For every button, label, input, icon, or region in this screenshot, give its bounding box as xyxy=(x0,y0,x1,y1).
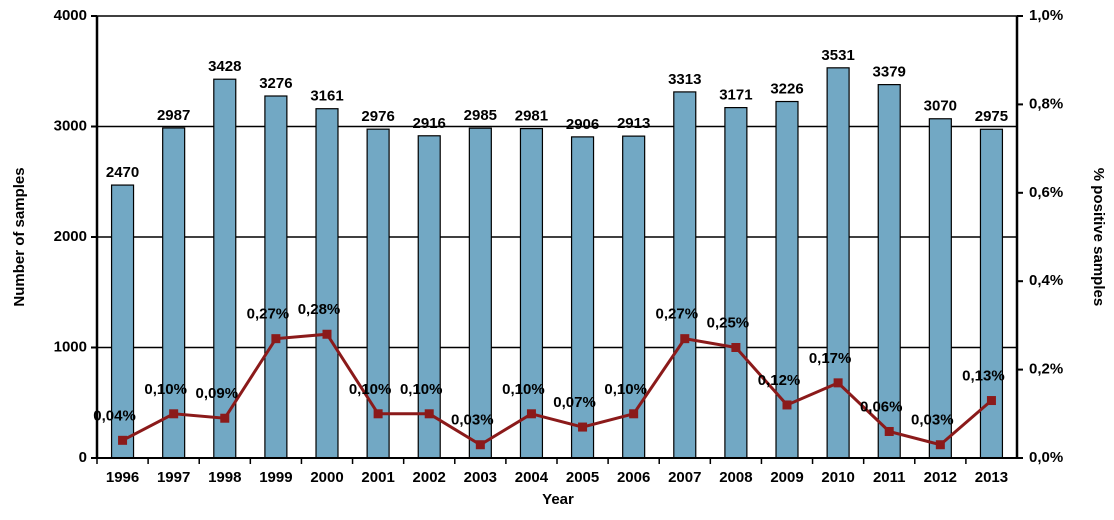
x-tick-label: 2008 xyxy=(719,469,752,486)
x-tick-label: 1998 xyxy=(208,469,241,486)
line-label: 0,17% xyxy=(809,350,852,367)
bar xyxy=(928,118,952,459)
x-tick-label: 2004 xyxy=(515,469,549,486)
line-label: 0,09% xyxy=(196,385,239,402)
line-label: 0,06% xyxy=(860,398,903,415)
y2-tick-label: 1,0% xyxy=(1029,7,1063,24)
line-marker xyxy=(935,440,945,450)
line-marker xyxy=(220,413,230,423)
line-marker xyxy=(424,409,434,419)
line-label: 0,04% xyxy=(93,407,136,424)
line-label: 0,13% xyxy=(962,368,1005,385)
x-tick-label: 1999 xyxy=(259,469,292,486)
line-label: 0,07% xyxy=(553,394,596,411)
x-tick-label: 2013 xyxy=(975,469,1008,486)
x-tick-label: 2001 xyxy=(361,469,394,486)
bar-label: 3070 xyxy=(924,98,957,115)
line-marker xyxy=(680,334,690,344)
line-marker xyxy=(782,400,792,410)
y-axis-label: Number of samples xyxy=(11,167,28,306)
bar-label: 3276 xyxy=(259,75,292,92)
line-marker xyxy=(322,329,332,339)
line-label: 0,27% xyxy=(656,306,699,323)
line-marker xyxy=(578,422,588,432)
bar xyxy=(519,127,544,459)
x-tick-label: 2000 xyxy=(310,469,343,486)
y-tick-label: 4000 xyxy=(54,7,87,24)
x-tick-label: 2005 xyxy=(566,469,599,486)
bar xyxy=(264,95,288,459)
bar xyxy=(315,108,339,459)
line-marker xyxy=(373,409,383,419)
line-marker xyxy=(731,343,741,352)
x-tick-label: 1997 xyxy=(157,469,190,486)
x-tick-label: 2012 xyxy=(924,469,957,486)
bar-label: 3171 xyxy=(719,87,752,104)
line-label: 0,25% xyxy=(707,314,750,331)
x-tick-label: 2003 xyxy=(464,469,497,486)
line-marker xyxy=(833,378,843,388)
y-tick-label: 1000 xyxy=(54,338,87,355)
bar-label: 2470 xyxy=(106,164,139,181)
line-label: 0,28% xyxy=(298,301,341,318)
line-marker xyxy=(526,409,536,419)
bar-label: 2981 xyxy=(515,108,548,125)
bar-label: 2985 xyxy=(464,107,497,124)
line-label: 0,03% xyxy=(911,412,954,429)
bar-label: 3531 xyxy=(821,47,854,64)
bar-label: 3428 xyxy=(208,58,241,75)
line-marker xyxy=(271,334,281,344)
y2-tick-label: 0,2% xyxy=(1029,361,1063,378)
line-marker xyxy=(884,426,894,436)
bar-label: 3313 xyxy=(668,71,701,88)
y-tick-label: 0 xyxy=(79,449,87,466)
x-axis-label: Year xyxy=(542,491,574,508)
line-marker xyxy=(986,396,996,406)
line xyxy=(121,332,993,447)
x-tick-label: 2002 xyxy=(413,469,446,486)
line-marker xyxy=(475,440,485,450)
bar-label: 2987 xyxy=(157,107,190,124)
x-tick-label: 1996 xyxy=(106,469,139,486)
bar xyxy=(724,107,748,459)
bar-label: 2976 xyxy=(361,108,394,125)
x-tick-label: 2009 xyxy=(770,469,803,486)
y2-tick-label: 0,4% xyxy=(1029,272,1063,289)
bar xyxy=(366,128,390,459)
x-tick-label: 2010 xyxy=(821,469,854,486)
line-label: 0,12% xyxy=(758,372,801,389)
line-label: 0,27% xyxy=(247,306,290,323)
line-marker xyxy=(118,435,128,445)
bar-label: 3161 xyxy=(310,88,343,105)
line-marker xyxy=(169,409,179,419)
line-marker xyxy=(629,409,639,419)
x-tick-label: 2007 xyxy=(668,469,701,486)
line-label: 0,10% xyxy=(502,381,545,398)
line-label: 0,10% xyxy=(144,381,187,398)
y-tick-label: 3000 xyxy=(54,117,87,134)
bar-label: 2916 xyxy=(413,115,446,132)
bar xyxy=(826,67,850,459)
y2-tick-label: 0,6% xyxy=(1029,184,1063,201)
bar xyxy=(673,91,697,459)
line-label: 0,10% xyxy=(349,381,392,398)
bar-label: 2913 xyxy=(617,115,650,132)
y2-axis-label: % positive samples xyxy=(1090,168,1107,306)
y2-tick-label: 0,8% xyxy=(1029,95,1063,112)
y2-tick-label: 0,0% xyxy=(1029,449,1063,466)
line-label: 0,10% xyxy=(400,381,443,398)
line-label: 0,10% xyxy=(604,381,647,398)
x-tick-label: 2006 xyxy=(617,469,650,486)
y-tick-label: 2000 xyxy=(54,228,87,245)
bar-label: 2906 xyxy=(566,116,599,133)
x-tick-label: 2011 xyxy=(873,469,906,486)
bar xyxy=(162,127,186,459)
bar xyxy=(468,127,492,459)
bar-label: 3226 xyxy=(770,80,803,97)
bar-label: 3379 xyxy=(873,64,906,81)
bar-label: 2975 xyxy=(975,108,1008,125)
line-label: 0,03% xyxy=(451,412,494,429)
